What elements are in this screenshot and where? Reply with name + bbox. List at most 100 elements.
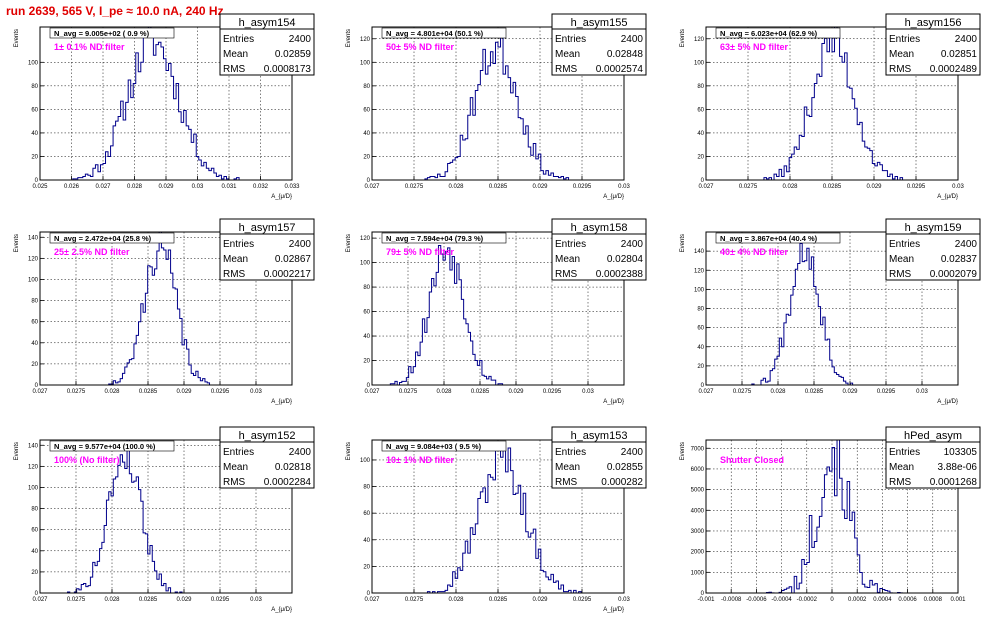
x-tick-label: 0.029 <box>842 389 858 395</box>
x-tick-label: 0.001 <box>950 597 966 603</box>
navg-box <box>49 440 175 452</box>
stats-box <box>219 426 315 489</box>
stats-rms-label: RMS <box>555 477 578 488</box>
stats-entries-label: Entries <box>889 34 920 45</box>
y-tick-label: 80 <box>363 485 370 491</box>
y-tick-label: 60 <box>31 528 38 534</box>
y-tick-label: 40 <box>697 345 704 351</box>
filter-annotation: 1± 0.1% ND filter <box>54 42 125 52</box>
y-tick-label: 60 <box>363 310 370 316</box>
stats-title: h_asym154 <box>239 17 296 29</box>
y-tick-label: 60 <box>31 107 38 113</box>
y-axis-title: Events <box>346 442 352 460</box>
stats-box <box>551 426 647 489</box>
y-tick-label: 100 <box>28 60 39 66</box>
y-tick-label: 0 <box>701 591 705 597</box>
y-tick-label: 40 <box>363 538 370 544</box>
stats-title: h_asym159 <box>905 222 962 234</box>
x-tick-label: 0.0285 <box>139 389 158 395</box>
stats-entries-value: 2400 <box>621 447 644 458</box>
y-tick-label: 20 <box>697 364 704 370</box>
x-tick-label: 0.027 <box>364 389 380 395</box>
y-tick-label: 1000 <box>691 570 705 576</box>
stats-mean-value: 3.88e-06 <box>938 462 978 473</box>
stats-entries-label: Entries <box>223 447 254 458</box>
x-tick-label: 0.029 <box>158 184 174 190</box>
x-tick-label: 0.028 <box>104 389 120 395</box>
stats-mean-label: Mean <box>223 49 248 60</box>
x-tick-label: 0.0275 <box>405 184 424 190</box>
x-tick-label: 0.027 <box>95 184 111 190</box>
stats-entries-value: 2400 <box>289 34 312 45</box>
stats-mean-value: 0.02818 <box>275 462 312 473</box>
stats-rms-label: RMS <box>889 477 912 488</box>
stats-rms-value: 0.0002388 <box>596 269 644 280</box>
y-tick-label: 100 <box>360 60 371 66</box>
y-tick-label: 100 <box>694 60 705 66</box>
x-tick-label: 0.028 <box>104 597 120 603</box>
y-tick-label: 60 <box>697 326 704 332</box>
x-tick-label: 0.031 <box>221 184 237 190</box>
filter-annotation: 50± 5% ND filter <box>386 42 454 52</box>
y-tick-label: 0 <box>701 383 705 389</box>
y-axis-title: Events <box>680 29 686 47</box>
filter-annotation: 63± 5% ND filter <box>720 42 788 52</box>
stats-rms-value: 0.0001268 <box>930 477 978 488</box>
stats-title: h_asym158 <box>571 222 628 234</box>
x-tick-label: 0.0004 <box>873 597 892 603</box>
x-axis-title: A_{μ/D} <box>271 194 292 200</box>
x-tick-label: 0.028 <box>770 389 786 395</box>
histogram-panel: 0.025 0.026 0.027 0.028 0.029 0.03 0.031 0.032 0… <box>14 13 315 200</box>
stats-mean-value: 0.02859 <box>275 49 312 60</box>
y-axis-title: Events <box>346 29 352 47</box>
stats-entries-value: 2400 <box>955 239 978 250</box>
y-axis-title: Events <box>680 234 686 252</box>
y-tick-label: 100 <box>360 458 371 464</box>
x-tick-label: 0.0275 <box>405 597 424 603</box>
navg-annotation: N_avg = 9.005e+02 ( 0.9 %) <box>54 29 150 38</box>
y-tick-label: 20 <box>31 570 38 576</box>
x-tick-label: 0.033 <box>284 184 300 190</box>
y-tick-label: 80 <box>363 84 370 90</box>
filter-annotation: 10± 1% ND filter <box>386 455 454 465</box>
y-tick-label: 60 <box>31 320 38 326</box>
histogram-panel: 0.027 0.0275 0.028 0.0285 0.029 0.0295 0.03 0 20… <box>680 13 981 200</box>
x-tick-label: 0.029 <box>508 389 524 395</box>
navg-box <box>49 232 175 244</box>
stats-box <box>219 13 315 76</box>
y-tick-label: 40 <box>31 341 38 347</box>
y-tick-label: 100 <box>694 287 705 293</box>
y-tick-label: 20 <box>31 362 38 368</box>
stats-rms-label: RMS <box>555 64 578 75</box>
stats-entries-value: 2400 <box>289 447 312 458</box>
x-tick-label: 0.028 <box>127 184 143 190</box>
y-tick-label: 20 <box>363 359 370 365</box>
stats-mean-value: 0.02867 <box>275 254 312 265</box>
stats-entries-value: 2400 <box>289 239 312 250</box>
plot-frame <box>39 231 293 386</box>
stats-entries-label: Entries <box>889 239 920 250</box>
x-tick-label: 0.0275 <box>739 184 758 190</box>
x-tick-label: 0 <box>830 597 834 603</box>
x-tick-label: 0.0285 <box>489 184 508 190</box>
x-tick-label: -0.0004 <box>771 597 792 603</box>
x-tick-label: 0.032 <box>253 184 269 190</box>
navg-annotation: N_avg = 7.594e+04 (79.3 %) <box>386 234 484 243</box>
x-tick-label: 0.029 <box>532 184 548 190</box>
x-tick-label: 0.028 <box>436 389 452 395</box>
histogram-panel: 0.027 0.0275 0.028 0.0285 0.029 0.0295 0.03 0 20… <box>346 13 647 200</box>
y-tick-label: 0 <box>35 383 39 389</box>
stats-box <box>551 13 647 76</box>
x-tick-label: 0.0275 <box>399 389 418 395</box>
x-tick-label: 0.0295 <box>211 389 230 395</box>
x-axis-title: A_{μ/D} <box>937 194 958 200</box>
y-tick-label: 60 <box>697 107 704 113</box>
x-tick-label: 0.026 <box>64 184 80 190</box>
x-tick-label: 0.028 <box>782 184 798 190</box>
stats-entries-value: 2400 <box>621 34 644 45</box>
y-tick-label: 80 <box>697 84 704 90</box>
navg-annotation: N_avg = 9.577e+04 (100.0 %) <box>54 442 156 451</box>
y-tick-label: 100 <box>360 261 371 267</box>
stats-rms-value: 0.0002079 <box>930 269 978 280</box>
y-axis-title: Events <box>14 442 20 460</box>
